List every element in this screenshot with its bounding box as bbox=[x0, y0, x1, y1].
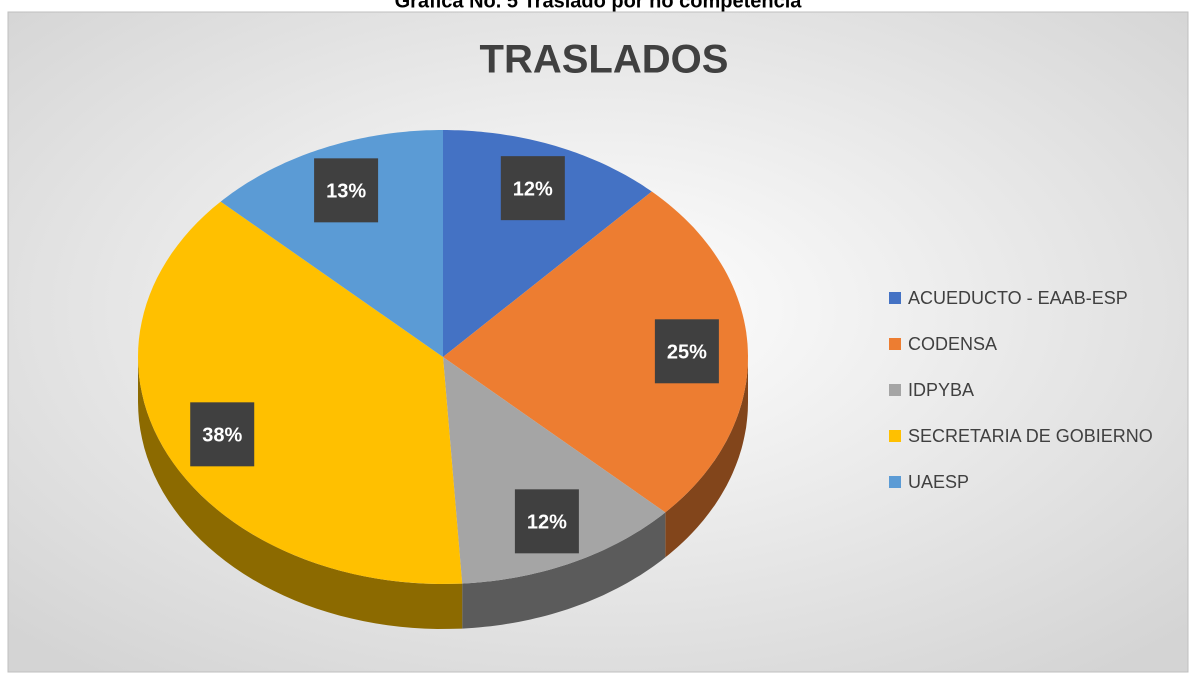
pie-slice bbox=[220, 130, 443, 357]
pie-slice bbox=[443, 357, 666, 584]
pie-slice bbox=[443, 130, 652, 357]
pie-side bbox=[665, 357, 748, 558]
data-label-box bbox=[314, 158, 379, 223]
caption: Gráfica No. 5 Traslado por no competenci… bbox=[395, 0, 803, 12]
chart-title: TRASLADOS bbox=[480, 38, 729, 82]
legend-label: IDPYBA bbox=[908, 380, 974, 400]
legend-label: CODENSA bbox=[908, 334, 997, 354]
legend-swatch bbox=[889, 430, 901, 442]
data-label-box bbox=[190, 402, 255, 467]
data-label-box bbox=[654, 319, 719, 384]
data-label: 25% bbox=[667, 342, 707, 364]
data-label-box bbox=[514, 489, 579, 554]
legend-label: SECRETARIA DE GOBIERNO bbox=[908, 426, 1153, 446]
pie-side bbox=[138, 357, 463, 629]
pie-side bbox=[462, 512, 666, 629]
pie-slice bbox=[443, 191, 748, 513]
legend-label: ACUEDUCTO - EAAB-ESP bbox=[908, 288, 1128, 308]
data-label: 13% bbox=[326, 181, 366, 203]
data-label: 38% bbox=[202, 425, 242, 447]
legend-swatch bbox=[889, 384, 901, 396]
data-label: 12% bbox=[527, 512, 567, 534]
data-label-box bbox=[500, 156, 565, 221]
legend-swatch bbox=[889, 338, 901, 350]
legend-swatch bbox=[889, 292, 901, 304]
legend-label: UAESP bbox=[908, 472, 969, 492]
legend-swatch bbox=[889, 476, 901, 488]
data-label: 12% bbox=[513, 178, 553, 200]
pie-slice bbox=[138, 201, 463, 584]
